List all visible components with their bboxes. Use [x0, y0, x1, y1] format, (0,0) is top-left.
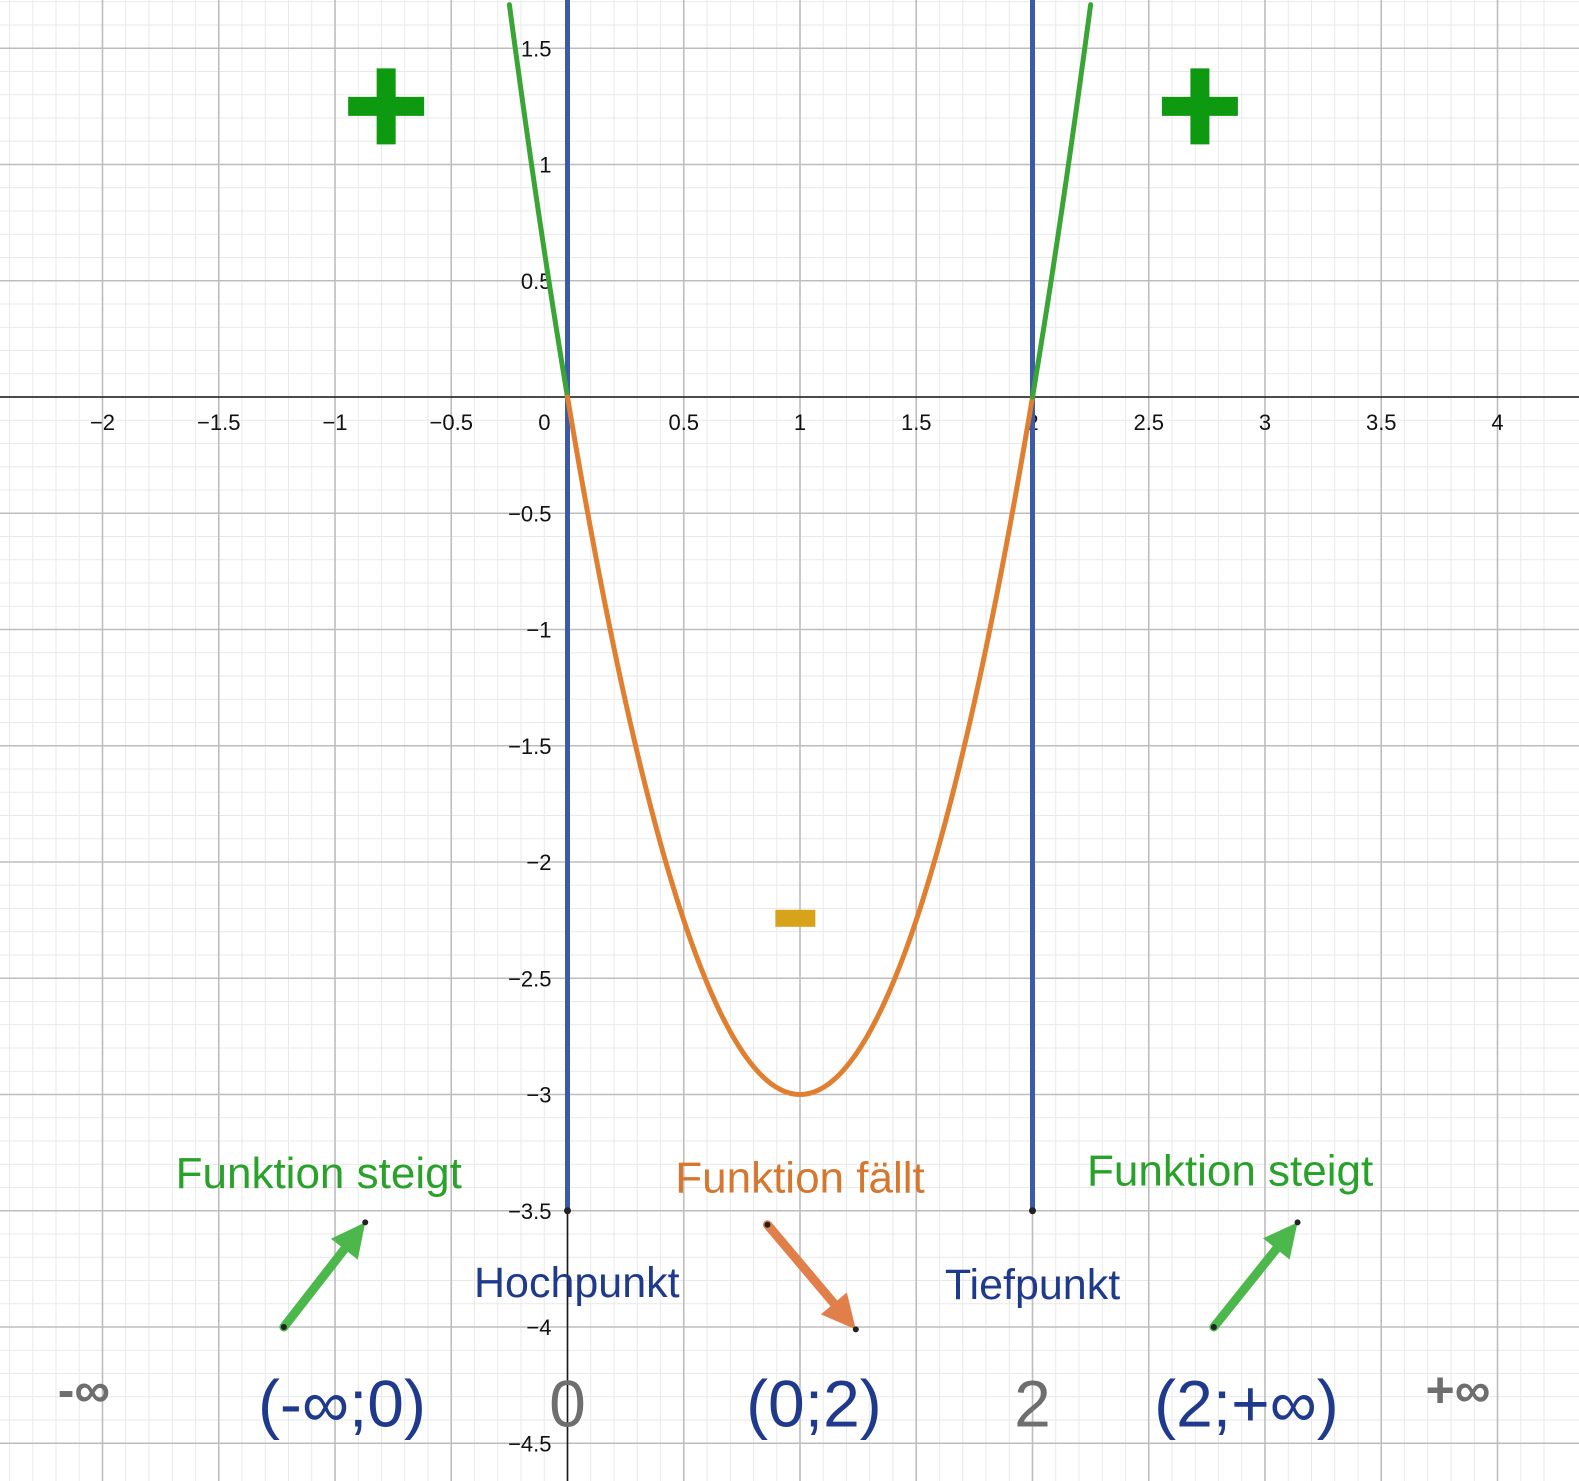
annotation-0-2: (0;2)	[746, 1367, 882, 1441]
annotation-sym: +∞	[1426, 1362, 1491, 1418]
x-tick-label: 4	[1491, 410, 1503, 435]
y-tick-label: 1.5	[521, 36, 552, 61]
y-tick-label: −4	[526, 1315, 551, 1340]
function-curve-segment	[565, 394, 1035, 1098]
annotation-0: 0	[549, 1367, 586, 1441]
plus-sign-bar	[376, 68, 396, 145]
minus-sign	[775, 909, 816, 927]
annotation-sym: -∞	[58, 1362, 110, 1418]
plus-sign	[1161, 68, 1238, 145]
x-tick-label: 2.5	[1133, 410, 1164, 435]
annotation-funktion-steigt: Funktion steigt	[1087, 1147, 1373, 1196]
x-tick-label: 0.5	[668, 410, 699, 435]
arrow-head	[1263, 1222, 1298, 1260]
plus-sign-bar	[1190, 68, 1210, 145]
x-tick-label: −1.5	[197, 410, 240, 435]
x-tick-label: 3.5	[1366, 410, 1397, 435]
annotation-0: (-∞;0)	[258, 1367, 426, 1441]
annotation-hochpunkt: Hochpunkt	[474, 1259, 680, 1307]
y-tick-label: −3.5	[508, 1199, 551, 1224]
arrow-end-point	[852, 1326, 859, 1333]
arrow-end-point	[362, 1219, 369, 1226]
x-tick-label: −1	[322, 410, 347, 435]
annotation-funktion-f-llt: Funktion fällt	[675, 1154, 924, 1203]
arrow-start-point	[1210, 1324, 1217, 1330]
y-tick-label: −1	[526, 618, 551, 643]
y-tick-label: −2.5	[508, 966, 551, 991]
annotation-2: 2	[1014, 1367, 1051, 1441]
annotations: Funktion steigt Funktion fällt Funktion st…	[58, 68, 1491, 1441]
vertical-line-endpoint	[1029, 1207, 1036, 1215]
y-tick-label: −1.5	[508, 734, 551, 759]
x-tick-label: 1	[794, 410, 806, 435]
arrow-start-point	[764, 1221, 771, 1228]
y-tick-label: 1	[539, 153, 551, 178]
function-curves	[506, 2, 1094, 1098]
annotation-funktion-steigt: Funktion steigt	[176, 1149, 462, 1198]
x-tick-label: −2	[90, 410, 115, 435]
y-tick-label: −3	[526, 1083, 551, 1108]
x-tick-label: 3	[1259, 410, 1271, 435]
y-tick-labels: 1.510.5−0.5−1−1.5−2−2.5−3−3.5−4−4.5	[508, 36, 551, 1456]
arrow-shaft	[1209, 1244, 1281, 1332]
plus-sign	[348, 68, 425, 145]
y-tick-label: −0.5	[508, 501, 551, 526]
arrow-head	[820, 1292, 856, 1330]
vertical-line-endpoint	[564, 1207, 571, 1215]
trend-arrows	[279, 1219, 1301, 1333]
arrow-shaft	[762, 1220, 839, 1308]
y-tick-label: −2	[526, 850, 551, 875]
arrow-head	[330, 1222, 366, 1260]
vertical-lines	[564, 0, 1036, 1215]
x-tick-label: −0.5	[430, 410, 473, 435]
arrow-shaft	[279, 1244, 349, 1332]
arrow-start-point	[280, 1324, 287, 1330]
x-tick-labels: −2−1.5−1−0.500.511.522.533.54	[90, 410, 1504, 435]
x-tick-label: 1.5	[901, 410, 932, 435]
x-tick-label: 0	[538, 410, 550, 435]
y-tick-label: −4.5	[508, 1431, 551, 1456]
annotation-tiefpunkt: Tiefpunkt	[945, 1261, 1120, 1309]
arrow-end-point	[1294, 1219, 1301, 1226]
function-curve-segment	[1030, 2, 1094, 400]
function-curve-segment	[506, 2, 570, 400]
annotation-2: (2;+∞)	[1154, 1367, 1339, 1441]
